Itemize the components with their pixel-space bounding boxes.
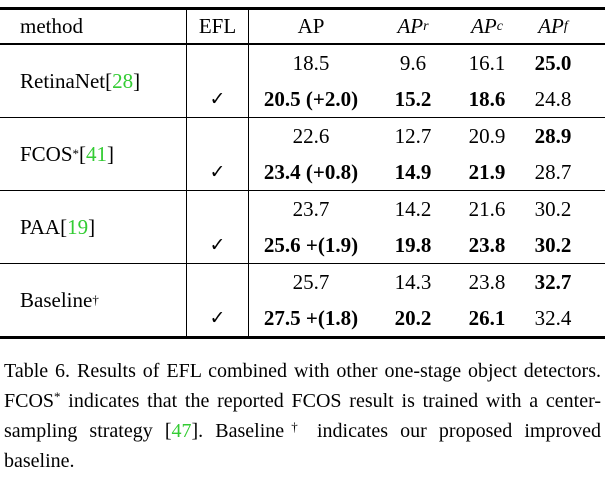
ap-f-value: 32.4 bbox=[534, 305, 572, 330]
asterisk-superscript: * bbox=[54, 389, 61, 404]
header-method-label: method bbox=[20, 14, 83, 38]
ap-c-value: 23.8 bbox=[468, 269, 506, 294]
ap-c-value: 18.6 bbox=[468, 86, 506, 111]
citation-bracket-open: [ bbox=[60, 214, 68, 239]
header-efl: EFL bbox=[187, 10, 249, 43]
citation-bracket-close: ] bbox=[88, 214, 96, 239]
header-efl-label: EFL bbox=[198, 14, 237, 38]
header-ap-label: AP bbox=[297, 14, 325, 38]
table-group-paa: PAA [19] 23.7 14.2 21.6 30.2 ✓ 25.6 +(1.… bbox=[0, 191, 605, 264]
ap-c-value: 20.9 bbox=[468, 123, 506, 148]
check-icon: ✓ bbox=[209, 88, 226, 110]
header-ap-f-base: AP bbox=[538, 14, 564, 38]
table-group-fcos: FCOS * [41] 22.6 12.7 20.9 28.9 ✓ 23.4 (+… bbox=[0, 118, 605, 191]
efl-cell-checked: ✓ bbox=[187, 300, 249, 336]
efl-cell-empty bbox=[187, 191, 249, 227]
ap-value: 27.5 +(1.8) bbox=[263, 305, 359, 330]
results-table: method EFL AP AP r AP c AP f RetinaNet [28] bbox=[0, 7, 605, 339]
ap-value: 23.7 bbox=[292, 196, 330, 221]
ap-r-value: 9.6 bbox=[399, 50, 427, 75]
ap-value: 25.6 +(1.9) bbox=[263, 232, 359, 257]
ap-value: 20.5 (+2.0) bbox=[263, 86, 359, 111]
ap-r-value: 19.8 bbox=[394, 232, 432, 257]
ap-value: 25.7 bbox=[292, 269, 330, 294]
ap-c-value: 23.8 bbox=[468, 232, 506, 257]
caption-text: indicates our proposed improved baseline… bbox=[4, 420, 602, 472]
citation-bracket-close: ] bbox=[133, 68, 141, 93]
method-cell: Baseline † bbox=[0, 264, 187, 336]
ap-value: 18.5 bbox=[292, 50, 330, 75]
method-name: RetinaNet bbox=[20, 68, 106, 93]
efl-cell-empty bbox=[187, 264, 249, 300]
header-ap-r: AP r bbox=[397, 14, 429, 38]
ap-f-value: 30.2 bbox=[534, 196, 572, 221]
header-ap-c: AP c bbox=[471, 14, 503, 38]
table-header-row: method EFL AP AP r AP c AP f bbox=[0, 10, 605, 45]
header-ap: AP bbox=[249, 10, 373, 43]
table-group-retinanet: RetinaNet [28] 18.5 9.6 16.1 25.0 ✓ 20.5… bbox=[0, 45, 605, 118]
ap-r-value: 12.7 bbox=[394, 123, 432, 148]
ap-value: 23.4 (+0.8) bbox=[263, 159, 359, 184]
method-name: Baseline bbox=[20, 287, 93, 312]
ap-f-value: 28.7 bbox=[534, 159, 572, 184]
citation-bracket-close: ] bbox=[107, 141, 115, 166]
ap-f-value: 32.7 bbox=[534, 269, 572, 294]
ap-c-value: 21.6 bbox=[468, 196, 506, 221]
ap-r-value: 20.2 bbox=[394, 305, 432, 330]
citation-bracket-open: [ bbox=[79, 141, 87, 166]
ap-f-value: 24.8 bbox=[534, 86, 572, 111]
dagger-superscript: † bbox=[284, 419, 305, 434]
citation-link[interactable]: 19 bbox=[67, 214, 89, 239]
citation-bracket-open: [ bbox=[105, 68, 113, 93]
ap-c-value: 16.1 bbox=[468, 50, 506, 75]
ap-f-value: 25.0 bbox=[534, 50, 572, 75]
citation-link[interactable]: 47 bbox=[171, 420, 192, 442]
ap-f-value: 30.2 bbox=[534, 232, 572, 257]
ap-c-value: 21.9 bbox=[468, 159, 506, 184]
header-ap-c-base: AP bbox=[471, 14, 497, 38]
ap-value: 22.6 bbox=[292, 123, 330, 148]
ap-r-value: 14.2 bbox=[394, 196, 432, 221]
method-cell: PAA [19] bbox=[0, 191, 187, 263]
caption-text: indicates that the reported FCOS result … bbox=[4, 390, 601, 442]
efl-cell-checked: ✓ bbox=[187, 227, 249, 263]
efl-cell-empty bbox=[187, 118, 249, 154]
method-name: FCOS bbox=[20, 141, 73, 166]
ap-f-value: 28.9 bbox=[534, 123, 572, 148]
header-method: method bbox=[0, 10, 187, 43]
ap-c-value: 26.1 bbox=[468, 305, 506, 330]
caption-text: ]. Baseline bbox=[191, 420, 285, 442]
ap-r-value: 15.2 bbox=[394, 86, 432, 111]
caption-text: Table 6. Results of EFL combined with ot… bbox=[4, 360, 601, 412]
method-cell: RetinaNet [28] bbox=[0, 45, 187, 117]
method-cell: FCOS * [41] bbox=[0, 118, 187, 190]
ap-r-value: 14.3 bbox=[394, 269, 432, 294]
table-caption: Table 6. Results of EFL combined with ot… bbox=[4, 356, 601, 476]
header-ap-f: AP f bbox=[538, 14, 568, 38]
citation-link[interactable]: 41 bbox=[86, 141, 108, 166]
method-name: PAA bbox=[20, 214, 61, 239]
table-group-baseline: Baseline † 25.7 14.3 23.8 32.7 ✓ 27.5 +(1… bbox=[0, 264, 605, 336]
check-icon: ✓ bbox=[209, 307, 226, 329]
efl-cell-checked: ✓ bbox=[187, 154, 249, 190]
efl-cell-empty bbox=[187, 45, 249, 81]
check-icon: ✓ bbox=[209, 161, 226, 183]
ap-r-value: 14.9 bbox=[394, 159, 432, 184]
citation-link[interactable]: 28 bbox=[112, 68, 134, 93]
check-icon: ✓ bbox=[209, 234, 226, 256]
header-ap-r-base: AP bbox=[397, 14, 424, 38]
efl-cell-checked: ✓ bbox=[187, 81, 249, 117]
